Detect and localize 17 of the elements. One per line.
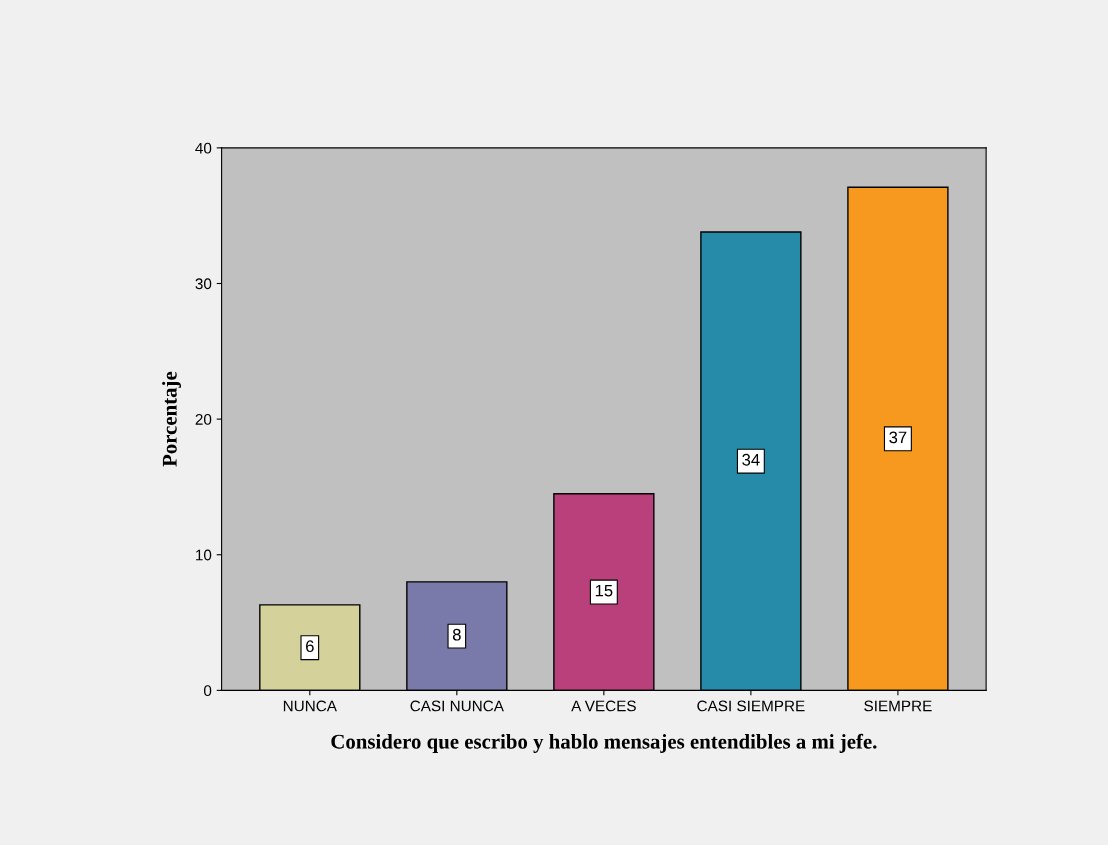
data-label: 15 bbox=[595, 584, 613, 597]
data-label: 37 bbox=[889, 431, 907, 444]
y-tick-label: 0 bbox=[203, 685, 212, 697]
x-tick-label: NUNCA bbox=[283, 700, 337, 712]
x-tick-label: CASI NUNCA bbox=[410, 700, 504, 712]
y-tick-label: 40 bbox=[195, 142, 212, 154]
data-label: 34 bbox=[742, 453, 760, 466]
y-tick-label: 30 bbox=[195, 278, 212, 290]
data-label: 6 bbox=[306, 640, 314, 653]
x-tick-label: A VECES bbox=[571, 700, 636, 712]
y-tick-label: 20 bbox=[195, 413, 212, 425]
y-tick-label: 10 bbox=[196, 549, 212, 561]
x-tick-label: SIEMPRE bbox=[864, 700, 932, 712]
x-tick-label: CASI SIEMPRE bbox=[697, 700, 805, 712]
x-axis-title: Considero que escribo y hablo mensajes entendibles a mi jefe. bbox=[331, 733, 877, 753]
data-label: 8 bbox=[452, 628, 461, 641]
y-axis-title: Porcentaje bbox=[162, 371, 181, 467]
